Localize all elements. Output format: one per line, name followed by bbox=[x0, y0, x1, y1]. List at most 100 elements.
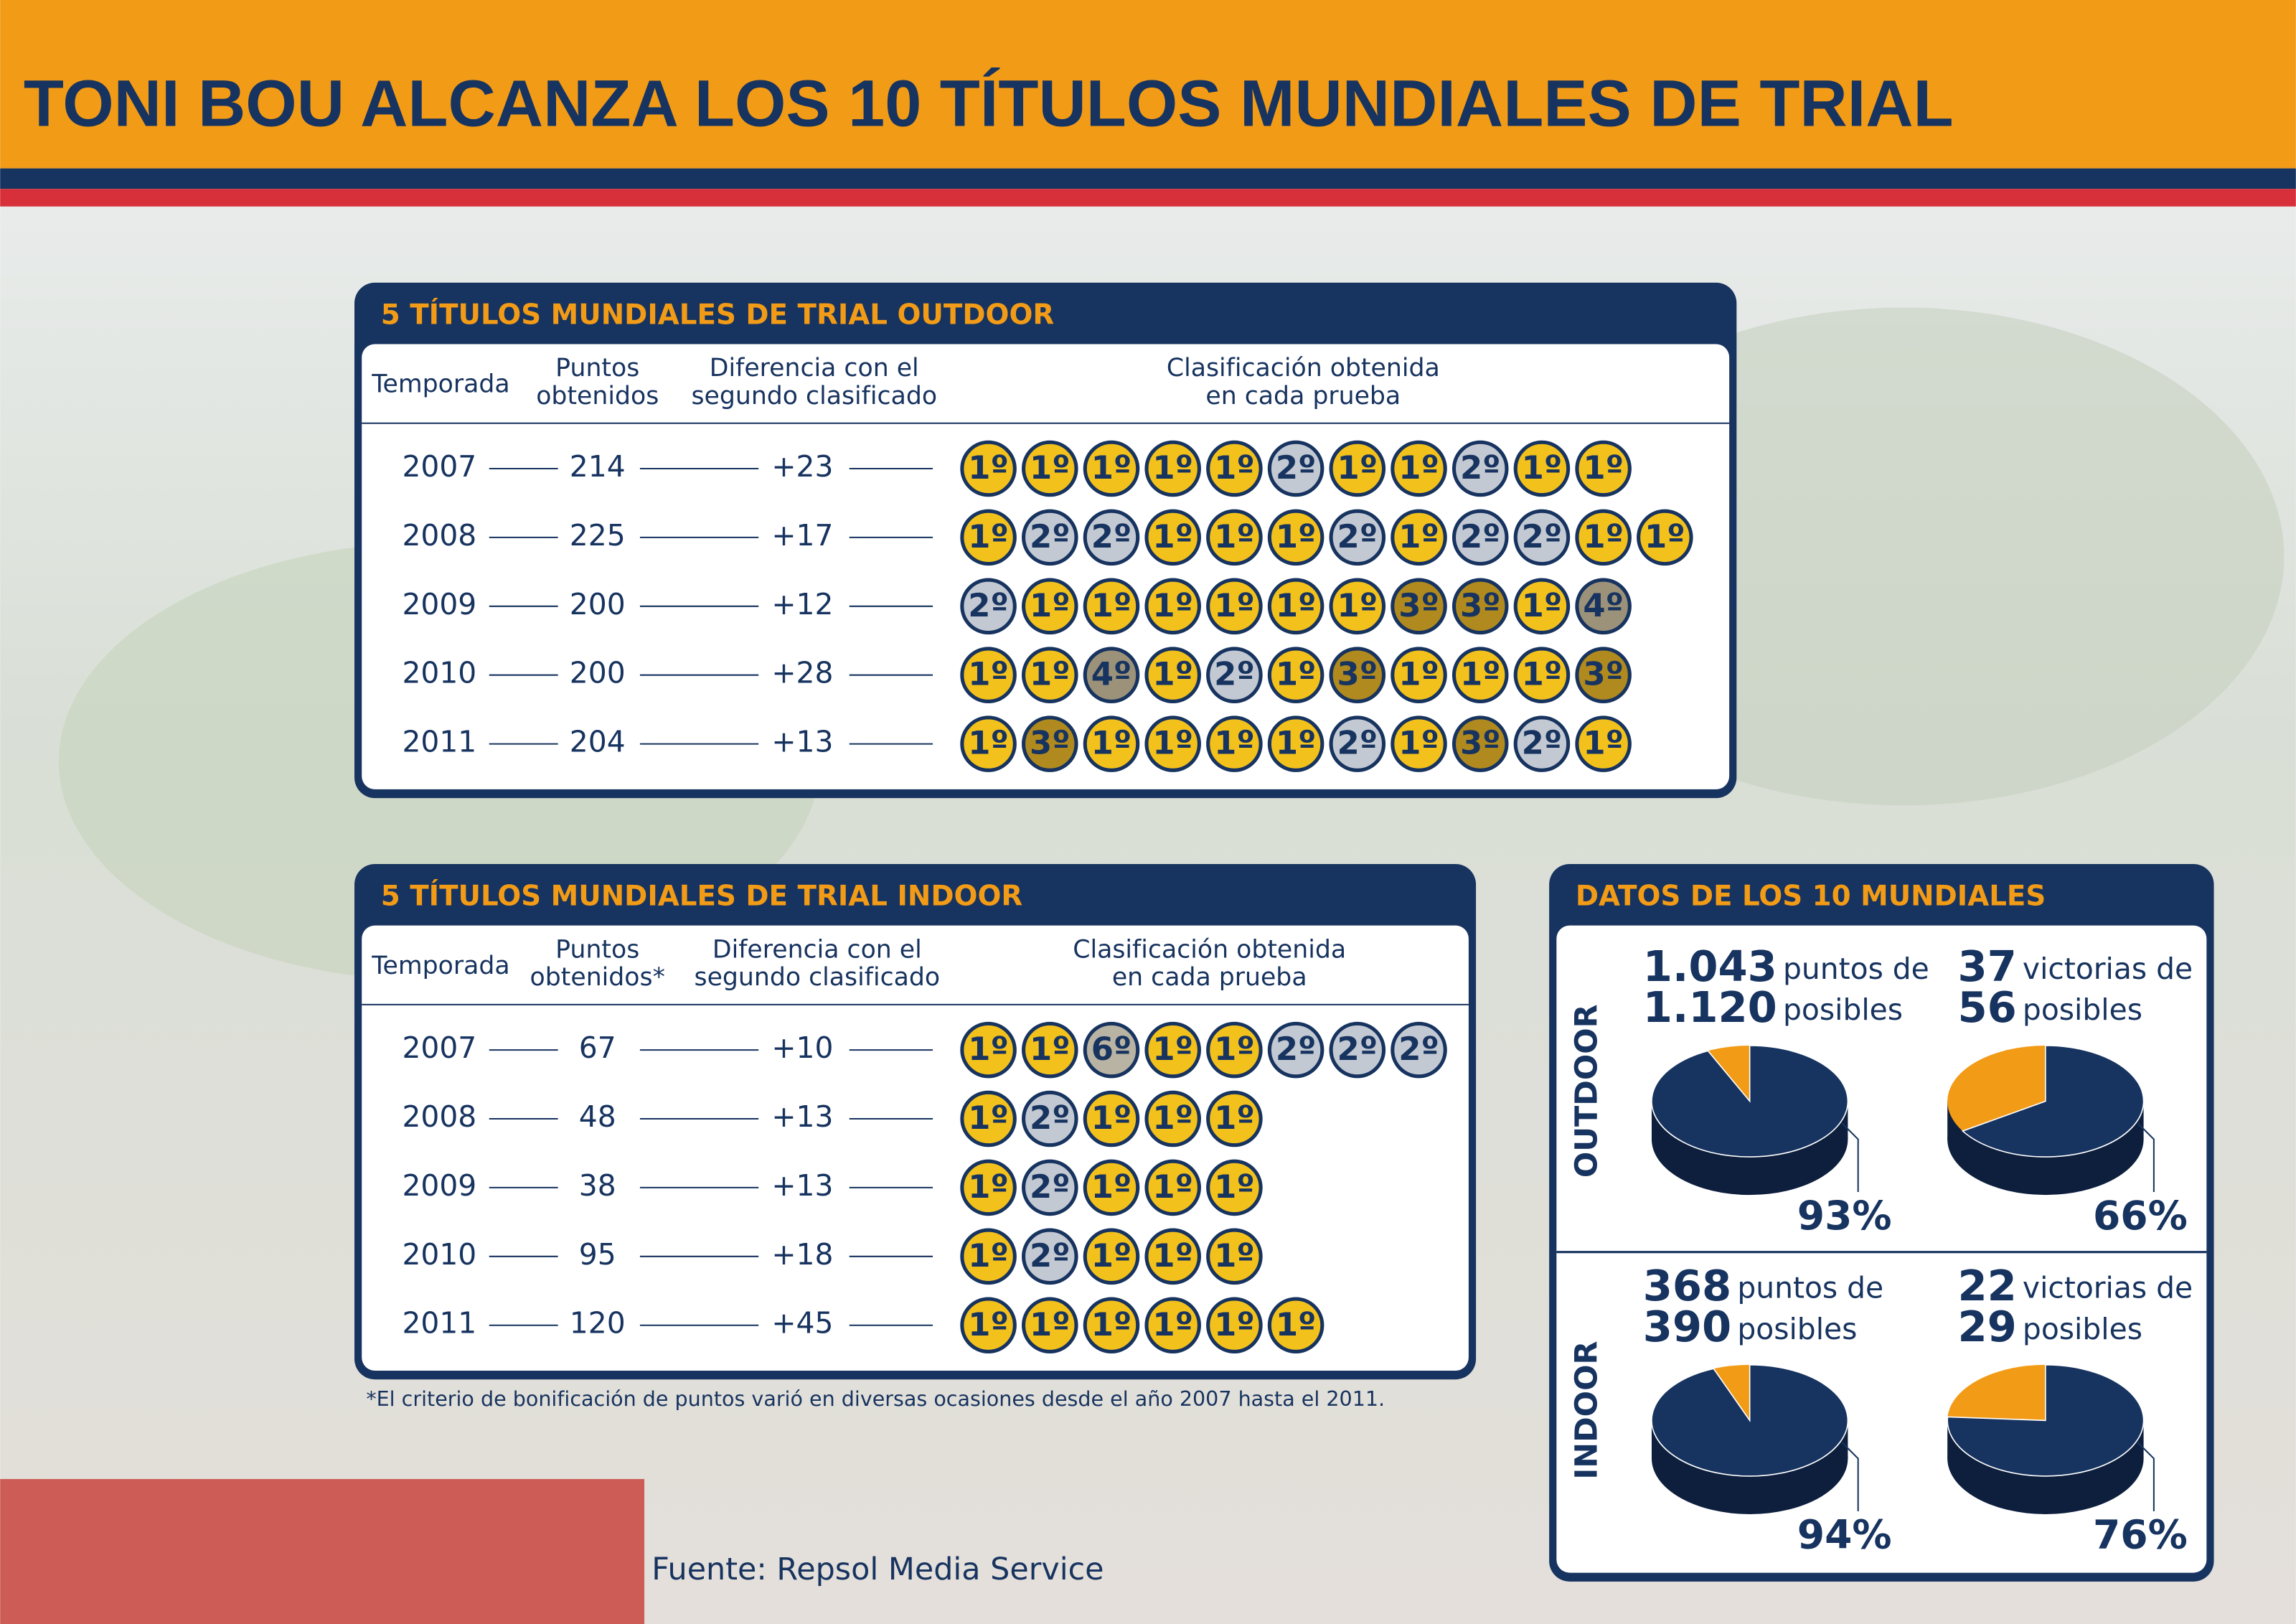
badge-circle bbox=[1329, 1021, 1386, 1079]
pie-leader bbox=[2137, 1122, 2155, 1193]
badge-circle bbox=[1083, 578, 1140, 635]
badge-circle bbox=[1206, 647, 1263, 703]
badge-label: 1º bbox=[1276, 655, 1317, 693]
badge-label: 3º bbox=[1030, 724, 1071, 762]
panel-title: DATOS DE LOS 10 MUNDIALES bbox=[1576, 880, 2046, 912]
position-badge: 2º bbox=[1329, 509, 1386, 566]
column-header: obtenidos* bbox=[530, 963, 665, 992]
badge-circle bbox=[1267, 509, 1325, 566]
badge-circle bbox=[1513, 509, 1571, 566]
badge-label: 1º bbox=[1214, 1099, 1255, 1137]
badge-label: 1º bbox=[1337, 586, 1378, 624]
badge-label: 1º bbox=[1276, 1305, 1317, 1343]
position-badge: 2º bbox=[1391, 1021, 1447, 1079]
badge-label: 2º bbox=[1030, 517, 1071, 555]
badge-label: 1º bbox=[1214, 449, 1255, 487]
badge-circle bbox=[1329, 440, 1386, 497]
position-badge: 1º bbox=[1083, 1159, 1140, 1216]
badge-circle bbox=[1575, 715, 1632, 772]
difference: +13 bbox=[771, 1168, 833, 1203]
badge-circle bbox=[1144, 647, 1201, 703]
badge-label: 4º bbox=[1091, 655, 1132, 693]
badge-label: 1º bbox=[968, 1236, 1009, 1275]
badge-circle bbox=[1206, 440, 1263, 497]
badge-label: 4º bbox=[1583, 586, 1624, 624]
badge-label: 2º bbox=[1337, 1030, 1378, 1068]
stat-number: 56 bbox=[1957, 982, 2016, 1032]
badge-label: 1º bbox=[1276, 724, 1317, 762]
badge-circle bbox=[960, 1159, 1017, 1216]
position-badge: 1º bbox=[960, 1228, 1017, 1285]
badge-label: 1º bbox=[1152, 517, 1193, 555]
badge-label: 1º bbox=[1152, 449, 1193, 487]
badge-circle bbox=[1513, 647, 1571, 703]
stat-number: 22 bbox=[1957, 1261, 2016, 1310]
position-badge: 2º bbox=[1267, 1021, 1325, 1079]
season: 2011 bbox=[402, 1306, 476, 1341]
badge-label: 1º bbox=[1337, 449, 1378, 487]
badge-label: 1º bbox=[1091, 1305, 1132, 1343]
badge-label: 2º bbox=[1522, 517, 1563, 555]
position-badge: 1º bbox=[1144, 1159, 1201, 1216]
badge-label: 1º bbox=[1030, 655, 1071, 693]
badge-circle bbox=[1206, 578, 1263, 635]
difference: +12 bbox=[771, 587, 833, 621]
badge-label: 1º bbox=[968, 1030, 1009, 1068]
badge-circle bbox=[960, 647, 1017, 703]
stat-number: 368 bbox=[1643, 1261, 1731, 1310]
position-badge: 1º bbox=[1267, 509, 1325, 566]
position-badge: 1º bbox=[1329, 578, 1386, 635]
badge-circle bbox=[1329, 715, 1386, 772]
badge-label: 1º bbox=[1460, 655, 1501, 693]
badge-label: 2º bbox=[1030, 1168, 1071, 1206]
badge-label: 1º bbox=[968, 449, 1009, 487]
badge-label: 2º bbox=[1030, 1099, 1071, 1137]
difference: +17 bbox=[771, 518, 833, 553]
position-badge: 3º bbox=[1022, 715, 1078, 772]
badge-label: 1º bbox=[1398, 449, 1439, 487]
position-badge: 1º bbox=[960, 715, 1017, 772]
badge-label: 2º bbox=[1522, 724, 1563, 762]
badge-label: 1º bbox=[1214, 1168, 1255, 1206]
position-badge: 1º bbox=[1637, 509, 1693, 566]
badge-circle bbox=[1391, 440, 1447, 497]
badge-label: 2º bbox=[1276, 449, 1317, 487]
points: 120 bbox=[570, 1306, 626, 1341]
position-badge: 1º bbox=[1022, 1297, 1078, 1354]
stat-text: puntos de bbox=[1737, 1271, 1883, 1305]
stat-number: 390 bbox=[1643, 1302, 1731, 1351]
position-badge: 3º bbox=[1452, 715, 1509, 772]
badge-label: 3º bbox=[1337, 655, 1378, 693]
badge-circle bbox=[1022, 578, 1078, 635]
position-badge: 4º bbox=[1575, 578, 1632, 635]
position-badge: 1º bbox=[1267, 647, 1325, 703]
badge-label: 1º bbox=[1522, 449, 1563, 487]
position-badge: 1º bbox=[1083, 1090, 1140, 1147]
difference: +28 bbox=[771, 656, 833, 690]
pie-slice bbox=[1651, 1045, 1849, 1158]
season: 2008 bbox=[402, 518, 476, 553]
stat-text: posibles bbox=[1737, 1312, 1857, 1346]
badge-circle bbox=[1144, 1159, 1201, 1216]
group-label: INDOOR bbox=[1569, 1341, 1605, 1479]
badge-label: 1º bbox=[968, 1305, 1009, 1343]
position-badge: 1º bbox=[1206, 1297, 1263, 1354]
badge-label: 2º bbox=[1214, 655, 1255, 693]
badge-circle bbox=[960, 1228, 1017, 1285]
badge-label: 2º bbox=[1337, 724, 1378, 762]
position-badge: 1º bbox=[1575, 715, 1632, 772]
pie-leader bbox=[1841, 1442, 1859, 1511]
stat-number: 29 bbox=[1957, 1302, 2016, 1351]
column-header: Clasificación obtenida bbox=[1167, 354, 1440, 382]
points: 200 bbox=[570, 587, 626, 621]
pie-percent: 94% bbox=[1797, 1512, 1892, 1558]
badge-circle bbox=[1452, 715, 1509, 772]
badge-circle bbox=[1513, 715, 1571, 772]
points: 225 bbox=[570, 518, 626, 553]
pie-slice bbox=[1947, 1364, 2145, 1477]
badge-circle bbox=[1267, 440, 1325, 497]
position-badge: 2º bbox=[1267, 440, 1325, 497]
badge-circle bbox=[1513, 440, 1571, 497]
badge-circle bbox=[1083, 1021, 1140, 1079]
